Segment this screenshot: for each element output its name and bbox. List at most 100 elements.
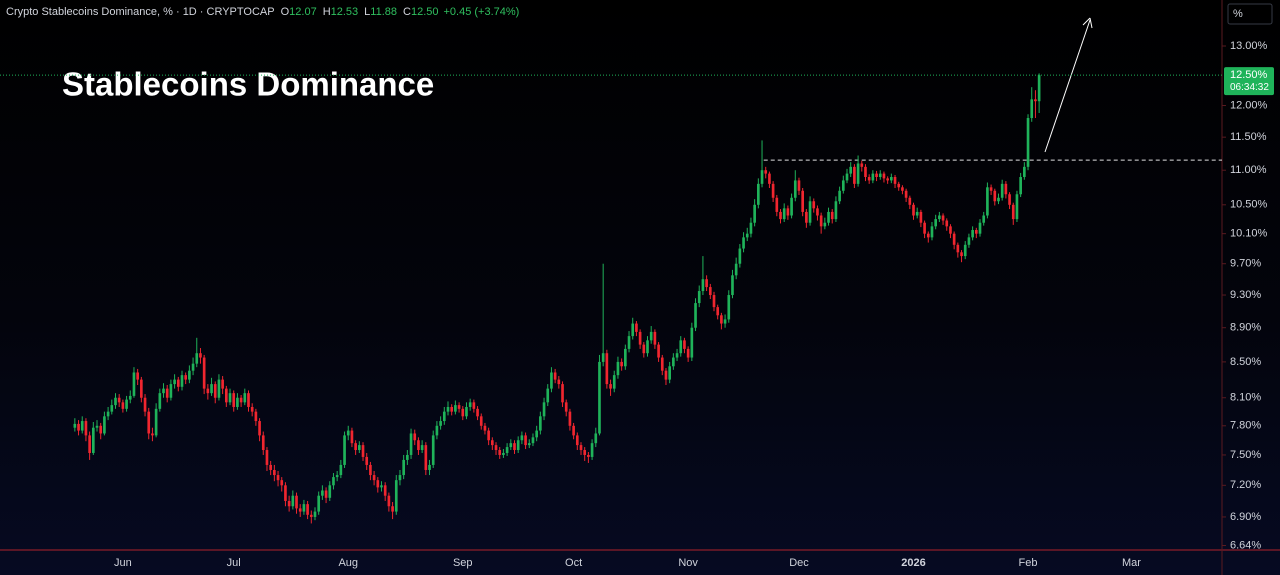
candle-body (712, 295, 716, 308)
candle-body (989, 187, 993, 191)
candle-body (394, 480, 398, 512)
candle-body (568, 411, 572, 426)
y-tick-label: 6.64% (1230, 539, 1261, 551)
candle-body (243, 393, 247, 403)
candle-body (649, 331, 653, 341)
candle-body (291, 495, 295, 507)
candle-body (258, 421, 261, 436)
x-tick-label: Dec (789, 557, 809, 569)
candle-body (550, 372, 553, 389)
y-tick-label: 8.10% (1230, 392, 1261, 404)
candle-body (805, 211, 808, 223)
y-tick-label: 8.50% (1230, 356, 1261, 368)
candle-body (686, 348, 690, 358)
candle-body (424, 445, 428, 470)
candle-body (768, 173, 771, 184)
candle-body (697, 291, 701, 304)
candle-body (871, 173, 875, 181)
candle-body (202, 357, 206, 389)
unit-button-label[interactable]: % (1233, 8, 1243, 20)
legend-value: 12.50 (410, 6, 439, 18)
candle-body (849, 166, 853, 174)
candle-body (402, 459, 405, 476)
candle-body (734, 263, 738, 276)
candle-body (938, 215, 941, 220)
candle-body (708, 287, 712, 296)
price-tag-value: 12.50% (1230, 69, 1268, 81)
candle-body (812, 201, 816, 209)
candle-body (930, 226, 934, 238)
candle-body (875, 173, 878, 178)
candle-body (369, 464, 372, 476)
legend-change: +0.45 (+3.74%) (443, 6, 520, 18)
candle-body (332, 477, 335, 486)
candle-body (579, 445, 583, 451)
candle-body (457, 405, 461, 409)
candle-body (269, 464, 272, 470)
candle-body (162, 388, 165, 394)
candle-body (890, 177, 893, 181)
candle-body (660, 357, 664, 371)
candle-body (797, 180, 801, 191)
candle-body (513, 443, 516, 451)
candle-body (793, 180, 797, 198)
candle-body (184, 375, 188, 380)
candle-body (354, 443, 357, 451)
candle-body (790, 197, 793, 216)
candle-body (417, 440, 420, 451)
candle-body (583, 450, 587, 455)
candle-body (461, 408, 465, 417)
candle-body (860, 163, 864, 167)
x-tick-label: Feb (1019, 557, 1038, 569)
candle-body (760, 170, 764, 184)
candle-body (490, 440, 494, 446)
candle-body (1030, 99, 1034, 119)
x-tick-label: Oct (565, 557, 582, 569)
candle-body (952, 233, 956, 245)
candle-body (720, 315, 723, 324)
x-tick-label: Jul (227, 557, 241, 569)
candle-body (236, 397, 239, 407)
candle-body (239, 397, 243, 403)
candle-body (520, 435, 524, 441)
candle-body (923, 222, 926, 234)
symbol-title: Crypto Stablecoins Dominance, % · 1D · C… (6, 6, 275, 18)
candle-body (919, 211, 923, 223)
x-tick-label: 2026 (901, 557, 925, 569)
candle-body (764, 170, 768, 174)
candle-body (136, 372, 139, 380)
x-tick-label: Jun (114, 557, 132, 569)
candle-body (527, 443, 531, 446)
candle-body (594, 433, 598, 444)
candle-body (431, 435, 435, 465)
candle-body (627, 336, 631, 349)
candle-body (1015, 194, 1019, 220)
candle-body (683, 340, 686, 349)
candle-body (1008, 194, 1011, 205)
candle-body (309, 514, 313, 517)
candle-body (265, 450, 269, 465)
candle-body (428, 464, 431, 470)
candle-body (986, 187, 989, 216)
candle-body (1034, 99, 1037, 102)
candle-body (701, 279, 705, 292)
candle-body (143, 397, 147, 412)
candle-body (1000, 183, 1004, 198)
x-tick-label: Mar (1122, 557, 1141, 569)
candle-body (539, 416, 542, 431)
candle-body (409, 433, 413, 455)
candle-body (997, 197, 1000, 202)
candle-body (232, 393, 236, 407)
candle-body (176, 379, 180, 387)
candle-body (546, 388, 550, 403)
candle-body (284, 485, 287, 501)
candle-body (971, 230, 974, 238)
candle-body (372, 475, 376, 481)
unit-button[interactable] (1227, 3, 1273, 25)
candle-body (250, 406, 254, 412)
candle-body (106, 411, 110, 417)
candle-body (675, 353, 679, 358)
candle-body (387, 495, 391, 507)
y-tick-label: 11.00% (1230, 164, 1267, 176)
